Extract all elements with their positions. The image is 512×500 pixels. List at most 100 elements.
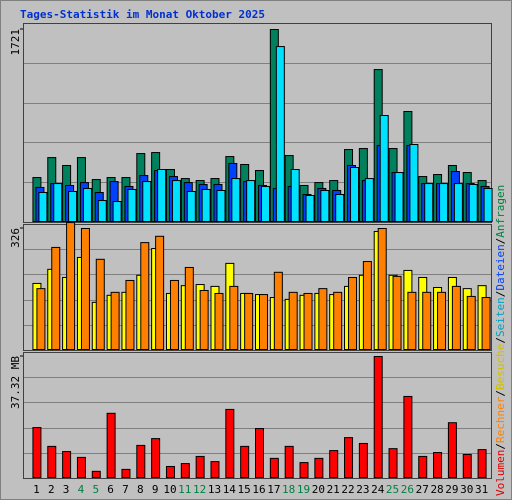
x-tick-label: 25 <box>386 483 399 496</box>
y-tick-label: 326 <box>9 228 22 248</box>
x-tick-label: 8 <box>137 483 144 496</box>
bar <box>225 408 235 478</box>
bar <box>329 450 339 479</box>
bar <box>303 292 313 350</box>
bar <box>403 395 413 479</box>
bar <box>364 178 374 223</box>
bar <box>95 258 105 351</box>
x-tick-label: 31 <box>475 483 488 496</box>
x-tick-label: 30 <box>460 483 473 496</box>
x-tick-label: 1 <box>33 483 40 496</box>
bar <box>97 200 107 223</box>
bar <box>377 228 387 350</box>
bar <box>125 279 135 351</box>
bar <box>112 201 122 222</box>
bar <box>453 183 463 222</box>
bar <box>106 412 116 479</box>
bar <box>348 276 358 350</box>
bar <box>273 271 283 350</box>
y-tick-label: 37.32 MB <box>9 356 22 409</box>
bar <box>462 453 472 478</box>
x-tick-label: 7 <box>122 483 129 496</box>
bar <box>229 285 239 351</box>
bar <box>407 291 417 350</box>
bar <box>62 451 72 478</box>
x-tick-label: 11 <box>178 483 191 496</box>
bar <box>350 167 360 222</box>
legend-separator: / <box>494 291 507 298</box>
legend-separator: / <box>494 390 507 397</box>
legend-entry: Volumen <box>494 450 507 496</box>
bar <box>140 242 150 350</box>
bar <box>127 188 137 222</box>
bar <box>82 187 92 222</box>
bar <box>210 461 220 478</box>
bar <box>80 228 90 350</box>
x-tick-label: 23 <box>356 483 369 496</box>
x-tick-label: 2 <box>48 483 55 496</box>
bar <box>214 292 224 350</box>
bar <box>299 462 309 479</box>
legend-entry: Seiten <box>494 297 507 337</box>
legend-separator: / <box>494 238 507 245</box>
bar <box>477 449 487 478</box>
bar <box>259 294 268 350</box>
bar <box>199 289 209 350</box>
bar <box>121 468 131 479</box>
bar <box>184 266 194 350</box>
x-tick-label: 20 <box>312 483 325 496</box>
bar <box>320 189 330 222</box>
bar <box>437 291 447 350</box>
bar <box>38 191 48 222</box>
bar <box>142 181 152 222</box>
bar <box>344 437 354 478</box>
x-tick-label: 10 <box>163 483 176 496</box>
bar <box>394 172 404 222</box>
bar <box>51 246 61 350</box>
bar <box>379 115 389 222</box>
x-tick-label: 27 <box>416 483 429 496</box>
bar <box>358 442 368 479</box>
bar <box>216 189 226 222</box>
bar <box>91 470 101 478</box>
x-tick-label: 4 <box>78 483 85 496</box>
legend-entry: Besuche <box>494 344 507 390</box>
bar <box>195 455 205 478</box>
y-tick-label: 1721 <box>9 29 22 56</box>
bar <box>392 275 402 350</box>
bar <box>47 445 57 479</box>
x-tick-label: 19 <box>297 483 310 496</box>
x-tick-label: 14 <box>223 483 237 496</box>
x-tick-label: 15 <box>238 483 251 496</box>
bar <box>288 291 298 350</box>
x-tick-label: 21 <box>327 483 340 496</box>
x-tick-label: 16 <box>252 483 265 496</box>
bar <box>165 465 175 478</box>
bar <box>180 463 190 478</box>
bar <box>186 190 196 223</box>
x-tick-label: 6 <box>107 483 114 496</box>
x-tick-label: 26 <box>401 483 414 496</box>
bar <box>136 444 146 478</box>
x-tick-label: 13 <box>208 483 221 496</box>
bar <box>418 455 428 478</box>
bar <box>433 452 443 478</box>
bar <box>447 422 457 479</box>
x-tick-label: 17 <box>267 483 280 496</box>
bar <box>269 457 279 479</box>
bar <box>110 291 120 350</box>
bar <box>290 169 300 223</box>
legend: Volumen/Rechner/Besuche/Seiten/Dateien/A… <box>494 185 507 496</box>
bar <box>261 185 270 223</box>
bar <box>373 356 383 478</box>
bar <box>422 291 432 350</box>
bar <box>335 194 345 222</box>
legend-entry: Dateien <box>494 244 507 290</box>
bar <box>451 285 461 351</box>
bar <box>68 190 78 223</box>
bar <box>53 183 63 222</box>
bar <box>424 183 434 222</box>
legend-separator: / <box>494 443 507 450</box>
bar <box>151 438 161 479</box>
x-tick-label: 12 <box>193 483 206 496</box>
